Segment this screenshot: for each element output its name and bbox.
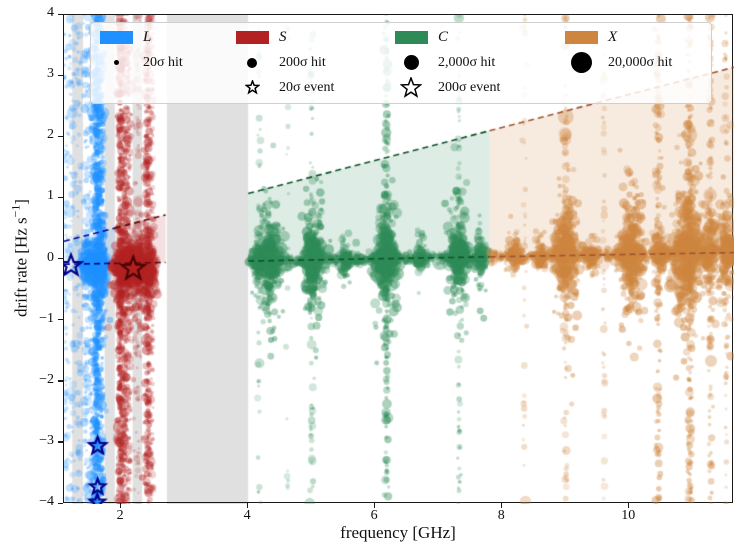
y-tick-mark [58,13,63,15]
y-tick-label: −1 [39,310,54,326]
legend-group-x: X 20,000σ hit [563,25,672,75]
y-axis-label-pre: drift rate [Hz s [11,217,31,317]
y-tick-mark [58,135,63,138]
legend-item-label: 20,000σ hit [608,54,673,70]
y-tick-mark [58,74,63,76]
x-tick-label: 8 [497,508,505,523]
sigma-dot-icon [570,52,592,73]
y-tick-label: 2 [47,127,54,143]
band-color-swatch [564,31,598,44]
x-tick-mark [500,503,502,508]
y-tick-label: 4 [47,5,54,20]
y-tick-label: 0 [47,249,54,265]
legend-marker-cell [234,57,270,68]
sigma-dot-icon [403,55,419,70]
band-color-swatch [235,31,269,44]
y-tick-label: −4 [39,494,54,509]
legend-group-c: C 2,000σ hit 200σ event [393,25,500,100]
y-tick-mark [58,258,63,260]
x-axis-label: frequency [GHz] [340,523,456,542]
legend-marker-cell [393,55,429,70]
legend-item-label: 200σ hit [279,54,326,70]
x-tick-label: 2 [116,508,124,523]
band-label: L [143,29,152,45]
plot-area: L 20σ hit S 200σ hit 20σ event C 2,000σ … [63,14,734,504]
x-tick-label: 4 [243,508,251,523]
y-axis-label-post: ] [11,199,31,205]
legend-swatch-cell [563,31,599,44]
y-tick-label: −3 [39,432,54,448]
x-tick-label: 10 [621,508,636,523]
band-label: X [608,29,618,45]
sigma-star-icon [244,80,260,95]
legend-swatch-cell [98,31,134,44]
legend-marker-cell [234,80,270,95]
sigma-star-icon [400,76,422,98]
legend-marker-cell [563,52,599,73]
band-label: S [279,29,287,45]
band-label: C [438,29,449,45]
sigma-dot-icon [247,57,257,68]
x-tick-mark [373,503,375,508]
legend-marker-cell [98,60,134,65]
legend-group-l: L 20σ hit [98,25,183,75]
sigma-dot-icon [113,60,119,65]
legend-swatch-cell [234,31,270,44]
y-tick-mark [58,502,63,504]
legend-swatch-cell [393,31,429,44]
x-tick-label: 6 [370,508,378,523]
x-tick-mark [246,503,248,508]
legend-group-s: S 200σ hit 20σ event [234,25,334,100]
legend-item-label: 200σ event [438,79,501,95]
legend-item-label: 20σ event [279,79,335,95]
legend-item-label: 20σ hit [143,54,183,70]
band-color-swatch [99,31,133,44]
y-tick-mark [58,196,63,199]
legend-item-label: 2,000σ hit [438,54,496,70]
y-tick-label: 3 [47,66,54,82]
x-tick-mark [627,503,629,508]
y-axis-label: drift rate [Hz s−1] [9,199,32,317]
band-color-swatch [394,31,428,44]
x-tick-mark [119,503,121,508]
y-tick-mark [58,380,63,382]
y-tick-label: 1 [47,188,54,204]
legend: L 20σ hit S 200σ hit 20σ event C 2,000σ … [90,22,712,104]
y-tick-mark [58,441,63,443]
legend-marker-cell [393,76,429,99]
y-tick-mark [58,319,63,321]
y-tick-label: −2 [39,371,54,387]
y-axis-label-sup: −1 [8,204,23,218]
